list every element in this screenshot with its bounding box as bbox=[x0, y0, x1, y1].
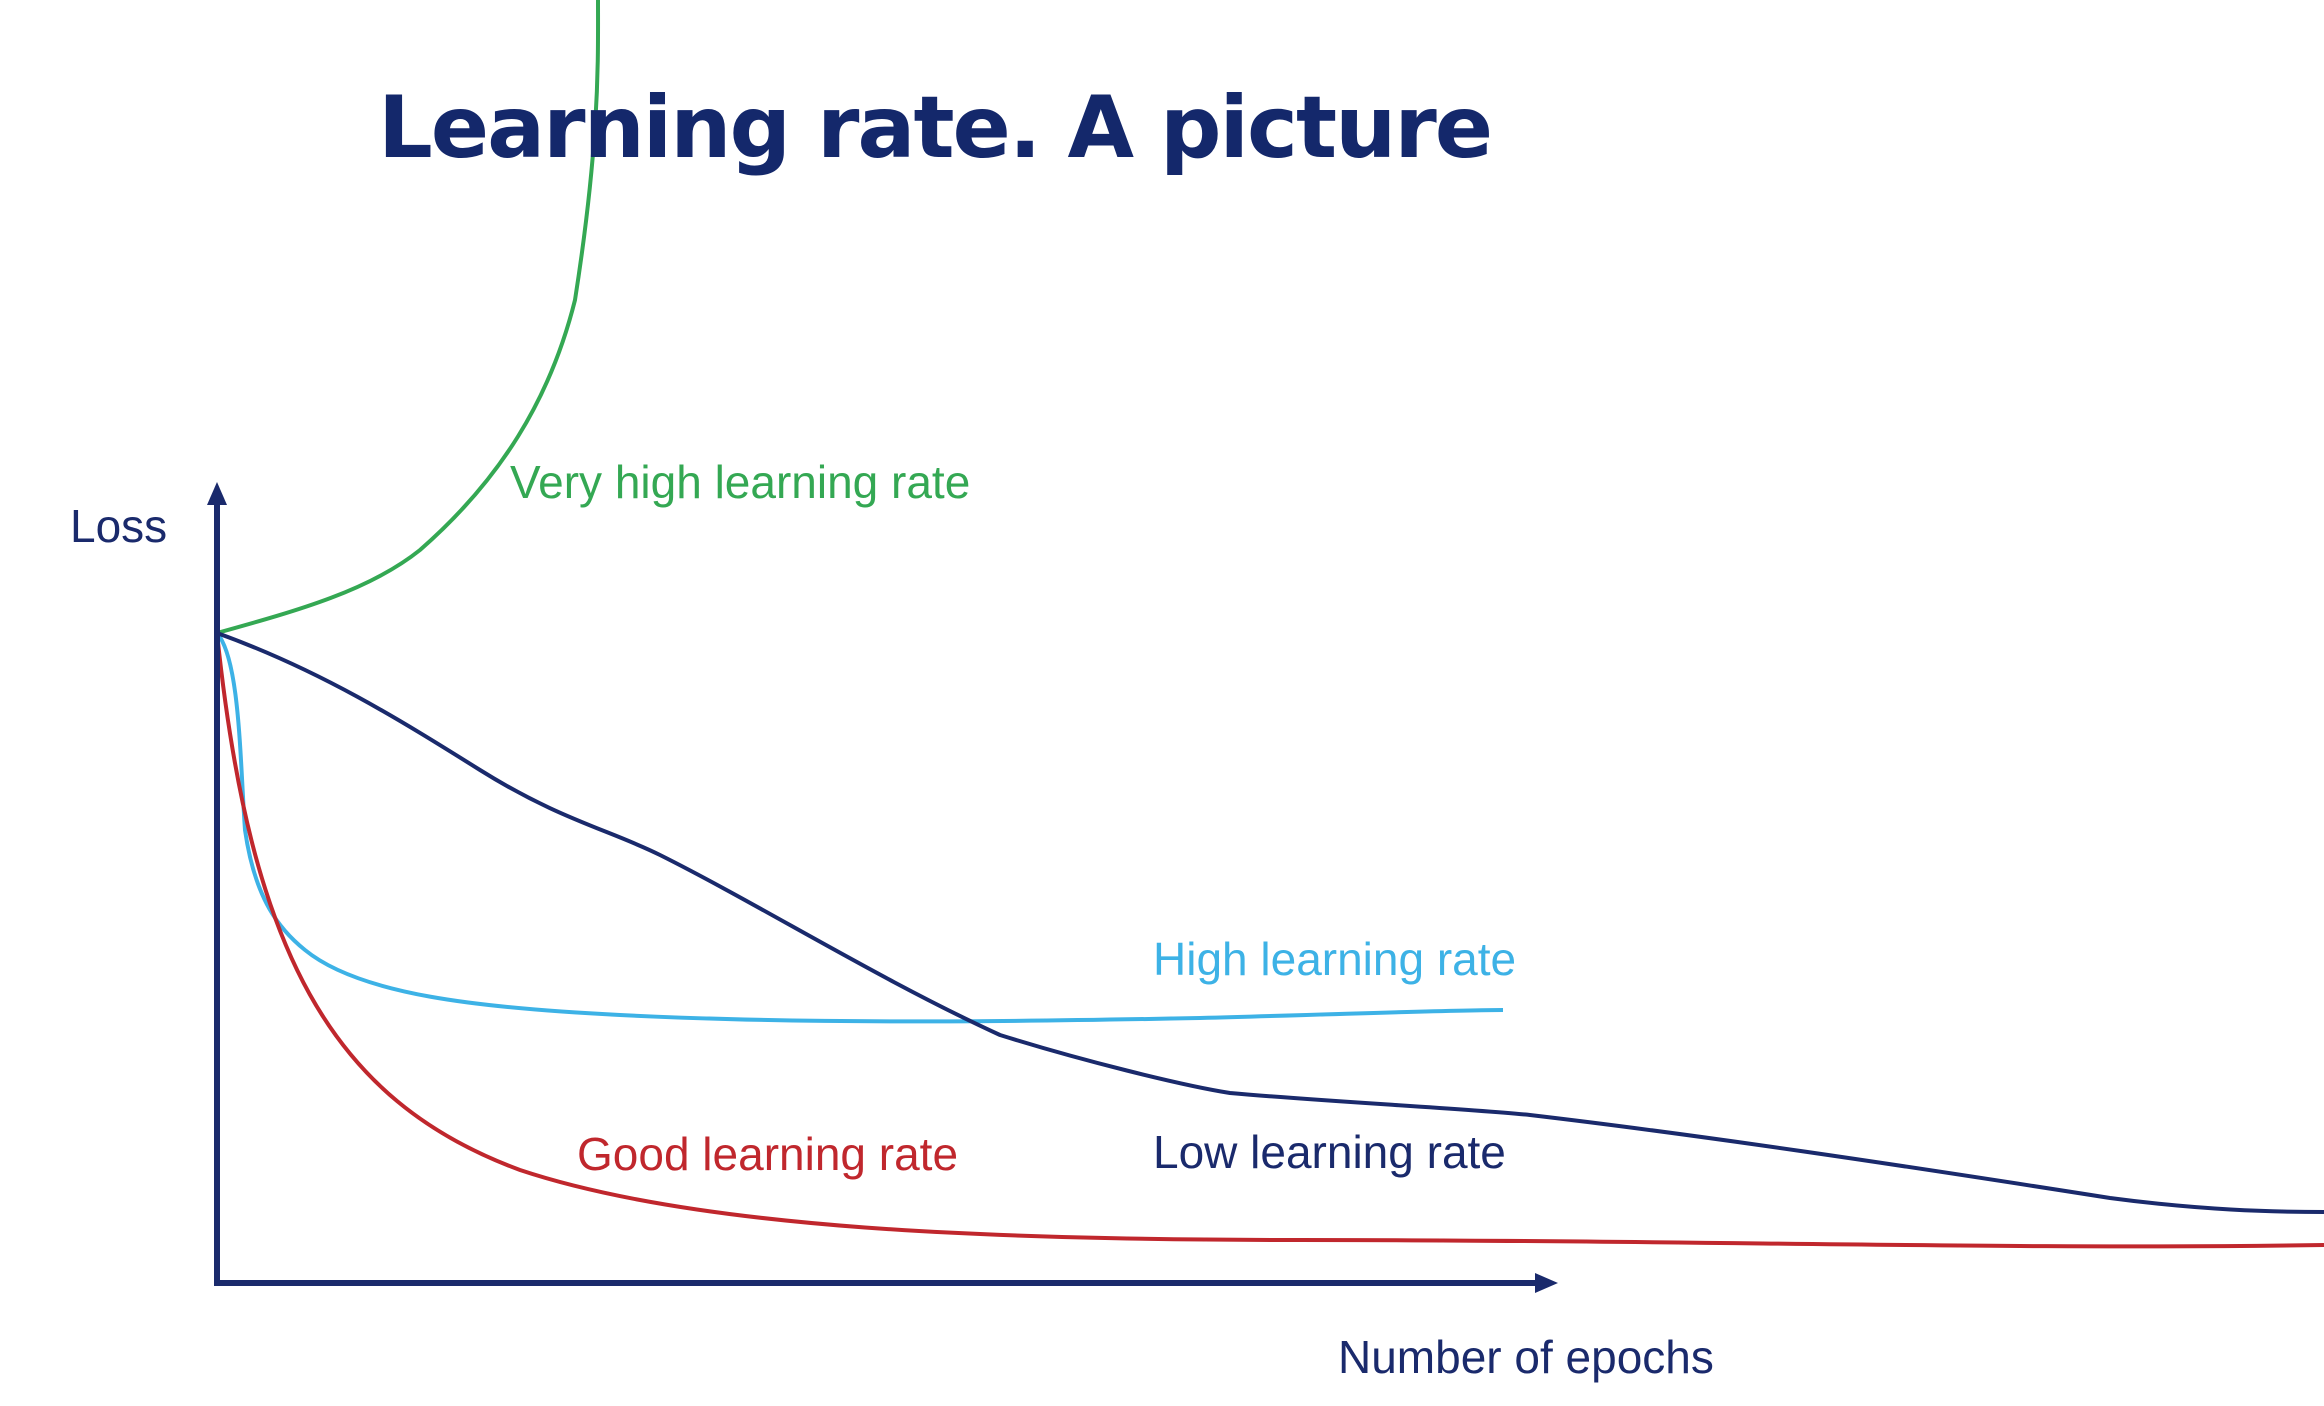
curve-very-high-learning-rate bbox=[216, 0, 601, 635]
label-very-high-learning-rate: Very high learning rate bbox=[510, 456, 970, 508]
curve-low-learning-rate bbox=[216, 631, 2324, 1214]
curve-good-learning-rate bbox=[215, 632, 2324, 1249]
label-low-learning-rate: Low learning rate bbox=[1153, 1126, 1506, 1178]
curve-high-learning-rate bbox=[215, 631, 1504, 1024]
y-axis-label: Loss bbox=[70, 500, 167, 552]
x-axis-arrowhead bbox=[1535, 1273, 1558, 1293]
label-good-learning-rate: Good learning rate bbox=[577, 1128, 958, 1180]
label-high-learning-rate: High learning rate bbox=[1153, 933, 1516, 985]
x-axis-label: Number of epochs bbox=[1338, 1331, 1714, 1383]
y-axis-arrowhead bbox=[207, 482, 227, 505]
slide-title: Learning rate. A picture bbox=[378, 78, 1491, 178]
